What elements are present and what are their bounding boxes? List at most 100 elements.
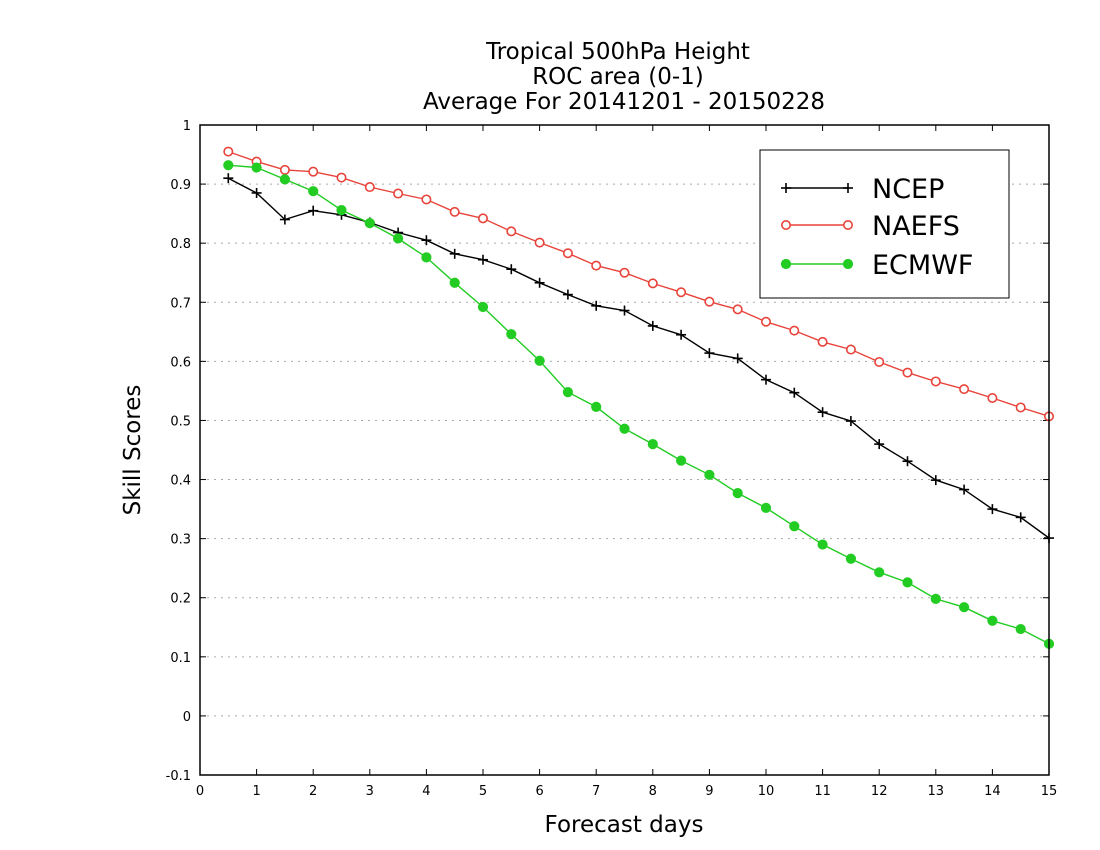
- x-tick-label: 4: [422, 784, 430, 799]
- data-point: [421, 235, 432, 246]
- x-tick-label: 8: [649, 784, 657, 799]
- data-point: [789, 325, 800, 336]
- y-tick-label: 1: [183, 119, 191, 134]
- x-tick-label: 2: [309, 784, 317, 799]
- data-point: [506, 264, 517, 275]
- x-tick-label: 9: [705, 784, 713, 799]
- data-point: [704, 348, 715, 359]
- x-tick-label: 1: [252, 784, 260, 799]
- data-point: [704, 469, 715, 480]
- x-tick-label: 14: [984, 784, 1001, 799]
- y-tick-label: 0.6: [170, 355, 191, 370]
- y-tick-label: 0.5: [170, 414, 191, 429]
- data-point: [279, 174, 290, 185]
- data-point: [1015, 623, 1026, 635]
- data-point: [647, 278, 658, 289]
- data-point: [223, 173, 234, 184]
- data-point: [223, 146, 234, 157]
- data-point: [251, 162, 262, 173]
- data-point: [845, 416, 856, 427]
- data-point: [562, 386, 574, 398]
- data-point: [449, 277, 460, 288]
- data-point: [874, 439, 885, 450]
- data-point: [789, 521, 800, 532]
- data-point: [477, 301, 489, 313]
- data-point: [902, 577, 913, 588]
- data-point: [930, 376, 941, 387]
- data-point: [506, 226, 517, 237]
- data-point: [308, 205, 319, 216]
- x-tick-label: 15: [1041, 784, 1058, 799]
- legend-entry-ecmwf: ECMWF: [780, 250, 973, 281]
- data-series: [223, 146, 1055, 649]
- x-axis-label: Forecast days: [545, 812, 704, 838]
- legend-entry-naefs: NAEFS: [780, 211, 960, 242]
- data-point: [591, 300, 602, 311]
- data-point: [308, 186, 319, 197]
- y-tick-label: 0: [183, 710, 191, 725]
- y-axis-label: Skill Scores: [120, 385, 146, 516]
- data-point: [1015, 402, 1026, 413]
- legend-box: [759, 149, 1010, 299]
- data-point: [760, 502, 772, 514]
- chart-title-line-2: ROC area (0-1): [532, 64, 704, 90]
- data-point: [393, 233, 404, 244]
- axis-ticks: -0.100.10.20.30.40.50.60.70.80.910 1 2 3 4 5 6…: [166, 119, 1058, 799]
- data-point: [1015, 512, 1026, 523]
- data-point: [845, 344, 856, 355]
- series-ecmwf: [223, 160, 1055, 649]
- data-point: [874, 356, 885, 367]
- y-tick-label: 0.3: [170, 533, 191, 548]
- data-point: [732, 304, 743, 315]
- x-tick-label: 5: [479, 784, 487, 799]
- x-tick-label: 3: [366, 784, 374, 799]
- data-point: [676, 329, 687, 340]
- data-point: [591, 260, 602, 271]
- y-tick-label: 0.1: [170, 651, 191, 666]
- y-tick-label: 0.9: [170, 178, 191, 193]
- data-point: [279, 214, 290, 225]
- data-point: [780, 258, 792, 270]
- data-point: [647, 320, 658, 331]
- data-point: [449, 206, 460, 217]
- data-point: [780, 220, 791, 231]
- data-point: [477, 213, 488, 224]
- data-point: [959, 602, 970, 613]
- data-point: [364, 182, 375, 193]
- legend-entry-ncep: NCEP: [781, 174, 944, 205]
- y-tick-label: 0.7: [170, 296, 191, 311]
- data-point: [534, 355, 545, 366]
- data-point: [562, 289, 573, 300]
- y-tick-label: 0.2: [170, 592, 191, 607]
- chart-title: Tropical 500hPa Height ROC area (0-1) Av…: [423, 39, 825, 115]
- data-point: [789, 387, 800, 398]
- data-point: [676, 287, 687, 298]
- y-tick-label: -0.1: [166, 769, 191, 784]
- data-point: [223, 160, 234, 171]
- y-tick-label: 0.4: [170, 474, 191, 489]
- data-point: [959, 484, 970, 495]
- data-point: [478, 254, 488, 265]
- data-point: [647, 438, 658, 450]
- data-point: [781, 183, 791, 193]
- legend-label: NCEP: [872, 174, 944, 205]
- data-point: [421, 252, 432, 263]
- data-point: [393, 188, 404, 199]
- data-point: [251, 187, 262, 198]
- data-point: [421, 194, 432, 205]
- data-point: [704, 296, 715, 307]
- x-tick-label: 12: [871, 784, 888, 799]
- data-point: [902, 367, 913, 378]
- data-point: [817, 407, 828, 418]
- data-point: [842, 258, 854, 270]
- data-point: [506, 329, 517, 340]
- data-point: [760, 316, 771, 327]
- x-tick-label: 10: [758, 784, 775, 799]
- data-point: [619, 305, 630, 316]
- data-point: [845, 553, 857, 564]
- y-tick-label: 0.8: [170, 237, 191, 252]
- legend-label: ECMWF: [872, 250, 973, 281]
- chart-title-line-3: Average For 20141201 - 20150228: [423, 89, 825, 115]
- data-point: [732, 353, 743, 364]
- data-point: [308, 166, 319, 177]
